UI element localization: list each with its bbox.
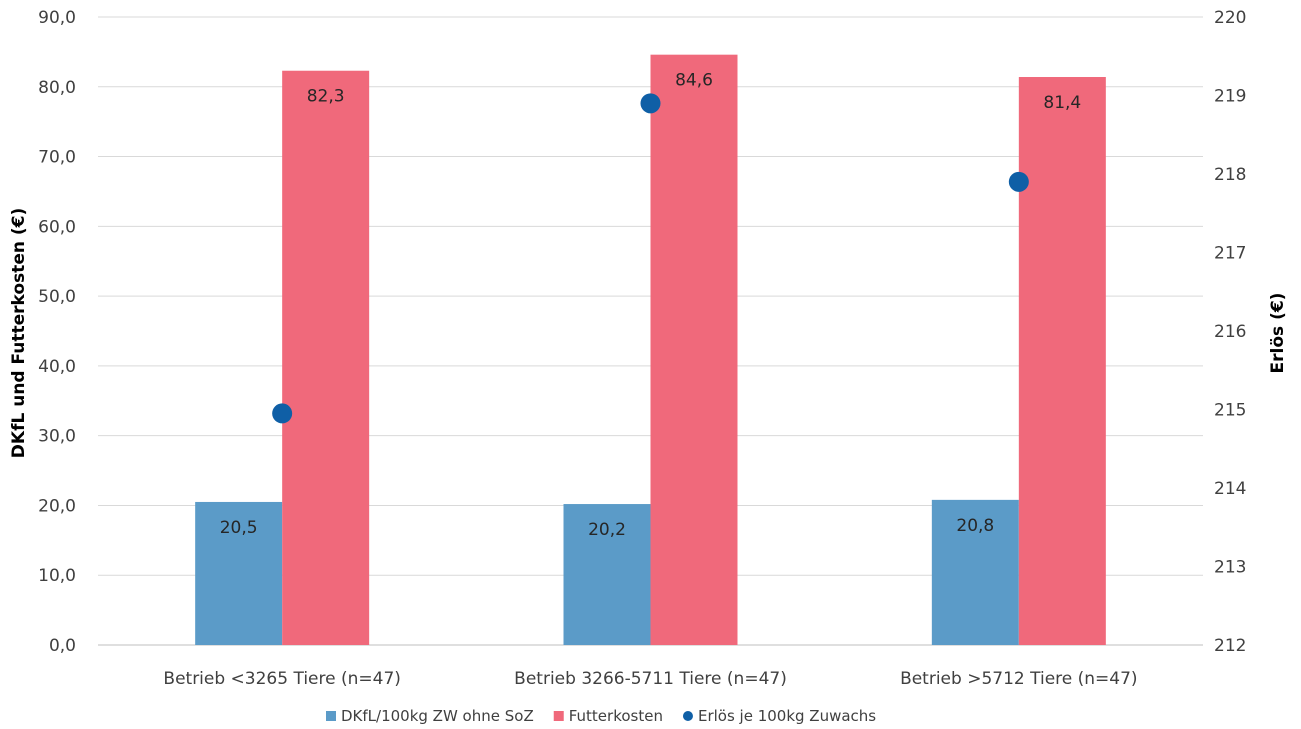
legend: DKfL/100kg ZW ohne SoZ Futterkosten Erlös … — [326, 707, 876, 725]
legend-label: DKfL/100kg ZW ohne SoZ — [341, 707, 534, 725]
y-tick-label-right: 219 — [1214, 87, 1246, 107]
x-tick-label: Betrieb 3266-5711 Tiere (n=47) — [514, 669, 787, 689]
data-label: 20,2 — [588, 520, 626, 540]
y-tick-label-left: 50,0 — [38, 287, 76, 307]
x-tick-label: Betrieb <3265 Tiere (n=47) — [163, 669, 401, 689]
data-label: 20,8 — [956, 516, 994, 536]
y-tick-label-right: 215 — [1214, 401, 1246, 421]
bar — [563, 504, 651, 645]
y-tick-label-left: 80,0 — [38, 78, 76, 98]
y-tick-label-left: 30,0 — [38, 427, 76, 447]
y-tick-label-left: 0,0 — [49, 636, 76, 656]
point — [1008, 171, 1029, 192]
bar — [1018, 77, 1106, 645]
legend-marker — [326, 711, 336, 721]
bar — [195, 501, 283, 645]
y-tick-label-right: 218 — [1214, 165, 1246, 185]
y-tick-label-left: 70,0 — [38, 148, 76, 168]
y-tick-label-right: 220 — [1214, 8, 1246, 28]
y-tick-label-right: 216 — [1214, 322, 1246, 342]
x-tick-label: Betrieb >5712 Tiere (n=47) — [900, 669, 1138, 689]
points — [272, 93, 1029, 424]
legend-marker — [682, 711, 693, 721]
legend-label: Erlös je 100kg Zuwachs — [698, 707, 876, 725]
legend-marker — [553, 711, 564, 721]
y-axis-title-right: Erlös (€) — [1268, 293, 1288, 374]
point — [640, 93, 661, 114]
category-labels: Betrieb <3265 Tiere (n=47) Betrieb 3266-5… — [163, 669, 1137, 689]
y-tick-label-left: 60,0 — [38, 217, 76, 237]
y-tick-label-right: 213 — [1214, 558, 1246, 578]
y-tick-label-right: 214 — [1214, 479, 1246, 499]
data-label: 20,5 — [220, 518, 258, 538]
bar — [650, 54, 738, 646]
y-tick-label-left: 40,0 — [38, 357, 76, 377]
y-tick-label-left: 20,0 — [38, 496, 76, 516]
data-label: 84,6 — [675, 71, 713, 91]
y-tick-label-right: 217 — [1214, 244, 1246, 264]
bar — [931, 499, 1019, 645]
point — [272, 403, 293, 424]
bar — [282, 70, 370, 646]
bars: 20,5 82,3 20,2 84,6 20,8 81,4 — [195, 54, 1106, 646]
y-tick-label-left: 90,0 — [38, 8, 76, 28]
y-tick-label-right: 212 — [1214, 636, 1246, 656]
right-axis-ticks: 212 213 214 215 216 217 218 219 220 — [1214, 8, 1246, 656]
y-axis-title-left: DKfL und Futterkosten (€) — [9, 208, 29, 458]
data-label: 82,3 — [307, 87, 345, 107]
left-axis-ticks: 0,0 10,0 20,0 30,0 40,0 50,0 60,0 70,0 80,0 90,0 — [38, 8, 76, 656]
legend-label: Futterkosten — [569, 707, 663, 725]
y-tick-label-left: 10,0 — [38, 566, 76, 586]
data-label: 81,4 — [1043, 93, 1081, 113]
